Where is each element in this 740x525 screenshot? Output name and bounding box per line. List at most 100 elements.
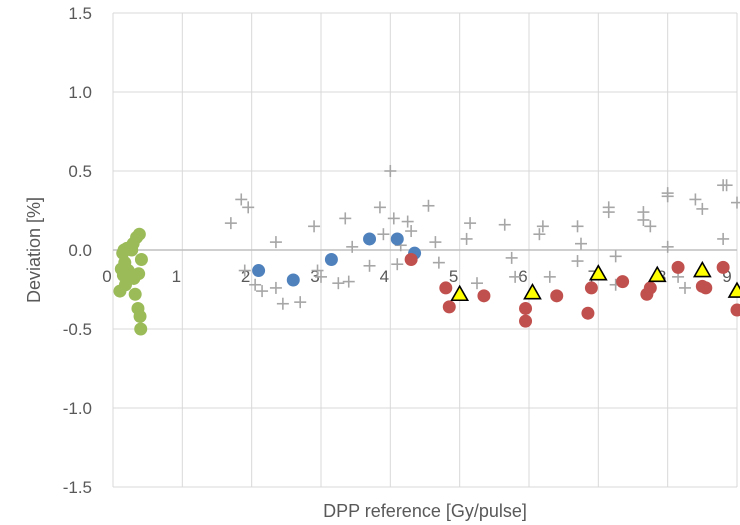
triangle-point [588,264,608,281]
plus-point [717,232,730,245]
plus-point [533,228,546,241]
circle-point [699,281,713,295]
plus-point [387,212,400,225]
x-tick-label: 9 [722,267,731,286]
plus-point [689,193,702,206]
x-tick-label: 1 [172,267,181,286]
plus-point [536,220,549,233]
circle-point [134,252,148,266]
plus-point [460,232,473,245]
y-tick-label: 0.5 [68,162,92,181]
circle-point [128,287,142,301]
circle-point [286,273,300,287]
x-tick-label: 6 [518,267,527,286]
y-tick-label: -0.5 [63,320,92,339]
plus-point [422,199,435,212]
plus-point [571,255,584,268]
plus-point [679,281,691,294]
circle-point [616,275,630,289]
circle-point [550,289,564,303]
triangle-point [450,284,470,302]
circle-point [442,300,456,314]
plus-point [609,250,622,263]
plus-point [401,215,414,228]
plus-point [661,240,674,253]
circle-point [730,303,740,317]
plus-point [224,217,237,230]
triangle-point [727,281,740,298]
plus-point [308,220,321,233]
circle-point [519,301,533,315]
plus-point [377,228,390,241]
plus-point [373,201,386,214]
circle-point [671,260,685,274]
circle-point [581,306,595,320]
triangle-point [523,283,542,300]
circle-point [477,289,491,303]
circle-point [584,281,598,295]
triangle-point [647,265,667,283]
plus-point [602,206,615,219]
data-points [113,165,740,336]
plus-point [405,225,418,238]
y-tick-label: 0.0 [68,241,92,260]
circle-point [643,281,657,295]
circle-point [716,260,730,274]
plus-point [571,220,584,233]
circle-point [390,232,404,246]
plus-point [339,212,352,225]
circle-point [519,314,533,328]
plus-point [429,236,442,249]
plus-point [509,270,522,283]
plus-point [731,196,740,209]
circle-point [404,252,418,266]
circle-point [363,232,377,246]
x-tick-label: 0 [102,267,111,286]
circle-point [252,264,266,278]
plus-point [269,281,282,294]
y-axis-tick-labels: 1.5 1.0 0.5 0.0 -0.5 -1.0 -1.5 [63,4,92,497]
circle-point [439,281,453,295]
plus-point [311,264,324,277]
plus-point [249,278,262,291]
plus-point [346,240,359,253]
plus-point [315,270,327,283]
plus-point [363,259,376,272]
plus-point [505,251,518,264]
circle-point [132,227,146,241]
plus-point [471,277,483,290]
x-tick-label: 5 [449,267,458,286]
plus-point [543,270,556,283]
plus-point [242,201,255,214]
plus-point [256,285,269,298]
plus-point [644,220,657,233]
plus-point [276,297,289,310]
x-tick-label: 4 [380,267,389,286]
triangle-point [692,260,712,278]
plus-point [342,275,355,288]
plus-point [269,236,282,249]
plus-point [575,237,587,250]
plus-point [720,179,733,192]
plus-point [235,193,248,206]
y-tick-label: 1.5 [68,4,92,23]
plus-point [294,296,307,309]
x-axis-title: DPP reference [Gy/pulse] [323,501,527,521]
plus-point [498,218,511,231]
plus-point [391,258,404,271]
y-tick-label: -1.0 [63,399,92,418]
plus-point [332,277,345,290]
plus-point [637,213,650,226]
y-axis-title: Deviation [%] [24,197,44,303]
circle-point [134,322,148,336]
circle-point [133,309,147,323]
x-axis-tick-labels: 0123456789 [102,267,731,286]
y-tick-label: -1.5 [63,478,92,497]
circle-point [132,267,146,281]
plus-point [696,202,709,215]
circle-point [324,252,338,266]
x-tick-label: 2 [241,267,250,286]
y-tick-label: 1.0 [68,83,92,102]
plus-point [661,190,674,203]
